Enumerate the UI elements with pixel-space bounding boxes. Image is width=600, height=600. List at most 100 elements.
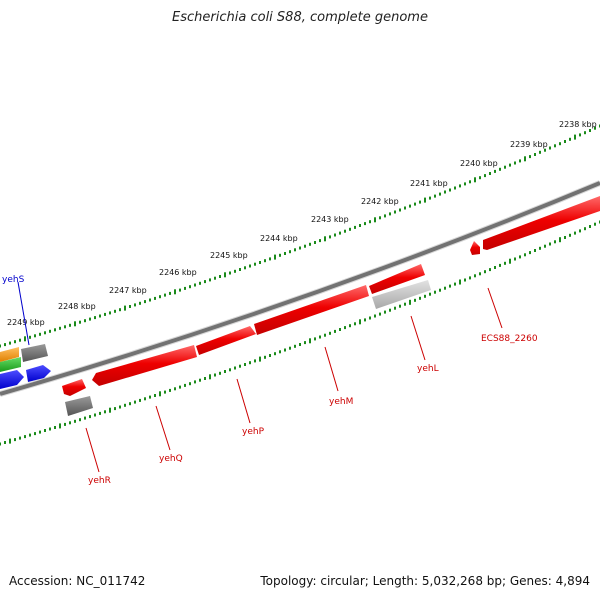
gene-orange[interactable]	[0, 347, 19, 362]
gene-label-ecs88-2260[interactable]: ECS88_2260	[481, 334, 538, 344]
scale-minor-tick	[324, 333, 326, 337]
gene-yehl-grey[interactable]	[372, 280, 431, 309]
scale-minor-tick	[224, 370, 226, 373]
scale-minor-tick	[179, 288, 181, 292]
scale-minor-tick	[159, 295, 161, 299]
scale-minor-tick	[444, 286, 446, 290]
gene-grey-yehs[interactable]	[21, 344, 48, 362]
gene-blue-1[interactable]	[0, 370, 24, 389]
scale-minor-tick	[594, 222, 596, 226]
forward-strand-genes	[0, 196, 600, 372]
gene-label-yehs[interactable]: yehS	[2, 275, 25, 285]
scale-minor-tick	[184, 286, 186, 290]
scale-major-tick	[109, 407, 111, 413]
scale-minor-tick	[329, 331, 331, 335]
scale-minor-tick	[469, 180, 471, 184]
scale-minor-tick	[274, 352, 276, 356]
scale-minor-tick	[49, 427, 51, 431]
scale-minor-tick	[29, 433, 31, 437]
scale-minor-tick	[514, 161, 516, 165]
scale-major-tick	[74, 321, 76, 327]
scale-minor-tick	[389, 308, 391, 312]
scale-minor-tick	[299, 246, 301, 250]
scale-major-tick	[559, 237, 561, 243]
scale-major-tick	[359, 319, 361, 325]
scale-minor-tick	[429, 292, 431, 296]
scale-minor-tick	[254, 359, 256, 363]
label-leaders	[17, 281, 503, 473]
scale-minor-tick	[94, 413, 96, 417]
scale-minor-tick	[579, 229, 581, 233]
scale-minor-tick	[219, 275, 221, 278]
gene-label-yehr[interactable]: yehR	[88, 476, 111, 486]
scale-minor-tick	[294, 248, 296, 252]
scale-minor-tick	[34, 432, 36, 436]
scale-minor-tick	[439, 288, 441, 292]
scale-minor-tick	[19, 436, 21, 440]
scale-minor-tick	[199, 378, 201, 382]
scale-minor-tick	[9, 341, 11, 345]
scale-minor-tick	[149, 395, 151, 399]
gene-label-yehp[interactable]: yehP	[242, 427, 265, 437]
leader-yehp	[236, 378, 251, 424]
scale-minor-tick	[539, 150, 541, 154]
scale-major-tick	[209, 374, 211, 380]
gene-label-yehq[interactable]: yehQ	[159, 454, 183, 464]
scale-minor-tick	[279, 253, 281, 257]
scale-minor-tick	[589, 225, 591, 228]
gene-yehq[interactable]	[92, 345, 197, 386]
leader-yehs	[17, 281, 30, 346]
gene-grey-yehr[interactable]	[65, 396, 93, 416]
scale-minor-tick	[439, 192, 441, 196]
gene-upper-red[interactable]	[483, 196, 600, 250]
scale-minor-tick	[529, 251, 531, 255]
scale-minor-tick	[14, 438, 16, 442]
scale-minor-tick	[454, 282, 456, 286]
scale-major-tick	[324, 236, 326, 242]
gene-green[interactable]	[0, 357, 21, 372]
scale-minor-tick	[314, 337, 316, 341]
scale-minor-tick	[459, 184, 461, 188]
scale-minor-tick	[99, 411, 101, 415]
gene-label-yehm[interactable]: yehM	[329, 397, 353, 407]
gene-yehm[interactable]	[254, 285, 369, 335]
scale-minor-tick	[514, 257, 516, 261]
scale-minor-tick	[534, 153, 536, 156]
gene-label-yehl[interactable]: yehL	[417, 364, 439, 374]
scale-minor-tick	[549, 242, 551, 246]
scale-minor-tick	[409, 204, 411, 208]
scale-minor-tick	[464, 278, 466, 282]
scale-minor-tick	[144, 397, 146, 401]
scale-minor-tick	[289, 250, 291, 254]
scale-label: 2238 kbp	[559, 120, 597, 129]
scale-major-tick	[224, 272, 226, 278]
gene-yehr-arrow[interactable]	[62, 379, 86, 396]
scale-label: 2242 kbp	[361, 197, 399, 206]
scale-minor-tick	[229, 271, 231, 275]
scale-minor-tick	[434, 290, 436, 294]
scale-minor-tick	[539, 246, 541, 250]
scale-minor-tick	[484, 270, 486, 274]
scale-minor-tick	[449, 284, 451, 288]
scale-minor-tick	[154, 296, 156, 300]
gene-ecs88-2260-arrow[interactable]	[470, 241, 480, 255]
scale-minor-tick	[429, 196, 431, 200]
scale-minor-tick	[164, 390, 166, 394]
scale-major-tick	[159, 391, 161, 397]
scale-minor-tick	[364, 318, 366, 322]
scale-minor-tick	[529, 155, 531, 159]
gene-yehl-red[interactable]	[369, 264, 425, 294]
scale-minor-tick	[69, 421, 71, 425]
scale-minor-tick	[124, 403, 126, 407]
gene-yehp[interactable]	[196, 326, 256, 355]
gene-blue-2[interactable]	[26, 365, 51, 382]
scale-minor-tick	[419, 296, 421, 300]
scale-minor-tick	[574, 231, 576, 235]
scale-minor-tick	[154, 394, 156, 397]
scale-minor-tick	[444, 190, 446, 194]
scale-major-tick	[374, 217, 376, 223]
scale-label: 2244 kbp	[260, 234, 298, 243]
scale-minor-tick	[479, 176, 481, 180]
scale-minor-tick	[554, 144, 556, 148]
scale-minor-tick	[114, 309, 116, 313]
